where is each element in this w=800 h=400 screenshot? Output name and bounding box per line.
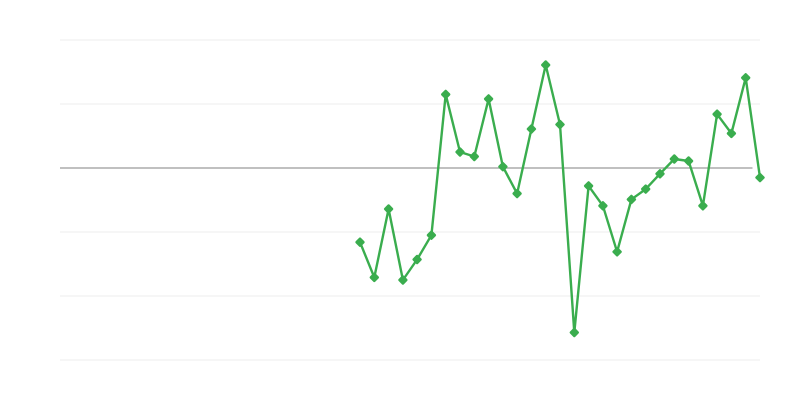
data-point-marker [669, 154, 679, 164]
data-point-marker [698, 201, 708, 211]
data-point-marker [383, 204, 394, 214]
data-point-marker [541, 60, 551, 70]
data-point-marker [755, 172, 765, 183]
data-point-marker [469, 151, 479, 162]
data-point-marker [512, 188, 522, 199]
data-point-marker [398, 275, 408, 285]
data-point-marker [726, 128, 737, 139]
data-point-marker [555, 119, 565, 130]
data-point-marker [741, 73, 751, 83]
data-point-marker [712, 109, 722, 119]
data-point-marker [498, 162, 508, 172]
data-point-marker [569, 327, 579, 338]
data-point-marker [355, 237, 365, 247]
data-point-marker [441, 89, 451, 100]
data-point-marker [526, 124, 537, 134]
data-point-marker [455, 147, 465, 157]
data-point-marker [641, 184, 651, 194]
data-point-marker [655, 169, 665, 179]
data-point-marker [598, 201, 608, 211]
data-point-marker [626, 194, 637, 205]
data-point-marker [612, 247, 622, 257]
data-point-marker [583, 181, 594, 191]
data-point-marker [412, 254, 422, 265]
data-point-marker [483, 94, 494, 104]
data-point-marker [426, 230, 437, 240]
data-point-marker [369, 272, 379, 283]
series-line [358, 63, 762, 334]
data-point-marker [683, 156, 694, 166]
